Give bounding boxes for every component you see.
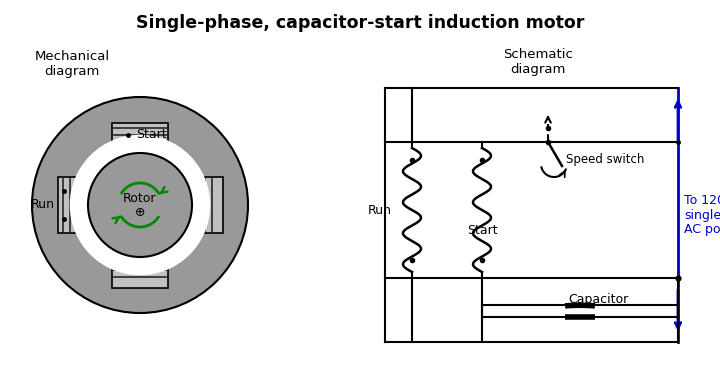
Text: Speed switch: Speed switch [566,153,644,166]
Text: Run: Run [368,204,392,216]
Text: Schematic
diagram: Schematic diagram [503,48,573,76]
Text: Mechanical
diagram: Mechanical diagram [35,50,109,78]
Circle shape [76,141,204,269]
Text: Single-phase, capacitor-start induction motor: Single-phase, capacitor-start induction … [136,14,584,32]
Circle shape [88,153,192,257]
Text: To 120 VAC
single-phase
AC power: To 120 VAC single-phase AC power [684,194,720,237]
Text: Capacitor: Capacitor [568,293,628,306]
Text: Start: Start [136,128,166,141]
Text: Rotor: Rotor [123,191,157,205]
Text: Start: Start [467,223,498,237]
Text: ⊕: ⊕ [135,206,145,219]
Circle shape [32,97,248,313]
Bar [112,123,168,287]
Bar [58,177,222,233]
Text: Run: Run [30,198,55,212]
